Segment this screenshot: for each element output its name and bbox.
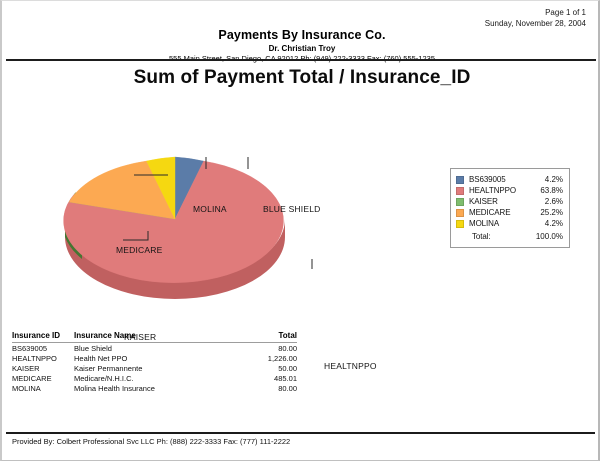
legend-row: KAISER 2.6% [456, 196, 563, 207]
footer-text: Provided By: Colbert Professional Svc LL… [12, 437, 291, 446]
leader-line-kaiser [123, 231, 149, 241]
legend-percent: 2.6% [544, 197, 563, 206]
cell-insurance-name: Kaiser Permannente [74, 364, 143, 373]
legend-total-percent: 100.0% [535, 232, 563, 241]
cell-insurance-id: MOLINA [12, 384, 41, 393]
legend-total-spacer [456, 233, 464, 241]
cell-insurance-name: Blue Shield [74, 344, 112, 353]
table-row: BS639005 Blue Shield 80.00 [12, 343, 297, 353]
cell-insurance-id: BS639005 [12, 344, 48, 353]
cell-total: 80.00 [278, 384, 297, 393]
cell-insurance-name: Medicare/N.H.I.C. [74, 374, 134, 383]
pie-label-medicare: MEDICARE [116, 245, 163, 255]
table-row: HEALTNPPO Health Net PPO 1,226.00 [12, 353, 297, 363]
company-header: Payments By Insurance Co. Dr. Christian … [2, 28, 598, 64]
cell-total: 50.00 [278, 364, 297, 373]
pie-label-molina: MOLINA [193, 204, 227, 214]
table-row: MEDICARE Medicare/N.H.I.C. 485.01 [12, 373, 297, 383]
pie-slice-molina [146, 156, 176, 220]
report-date: Sunday, November 28, 2004 [484, 19, 586, 28]
cell-insurance-name: Health Net PPO [74, 354, 128, 363]
legend-percent: 63.8% [540, 186, 563, 195]
chart-legend: BS639005 4.2% HEALTNPPO 63.8% KAISER 2.6… [450, 168, 570, 248]
cell-total: 485.01 [274, 374, 297, 383]
legend-row: MOLINA 4.2% [456, 218, 563, 229]
cell-total: 1,226.00 [267, 354, 297, 363]
pie-slices [63, 156, 284, 283]
table-header-row: Insurance ID Insurance Name Total [12, 331, 297, 343]
cell-insurance-id: HEALTNPPO [12, 354, 57, 363]
legend-total-row: Total: 100.0% [456, 231, 563, 242]
legend-percent: 4.2% [544, 219, 563, 228]
column-header-insurance-id: Insurance ID [12, 331, 74, 343]
pie-label-healtnppo: HEALTNPPO [324, 361, 377, 371]
legend-swatch-icon [456, 175, 464, 184]
company-address: 555 Main Street, San Diego, CA 92012 Ph:… [168, 54, 435, 63]
footer-divider [6, 432, 595, 434]
company-name: Payments By Insurance Co. [218, 28, 386, 42]
pie-chart-svg [63, 156, 313, 299]
legend-total-label: Total: [472, 232, 491, 241]
legend-percent: 25.2% [540, 208, 563, 217]
legend-label: MEDICARE [469, 208, 511, 217]
pie-slice-healtnppo [63, 160, 284, 283]
legend-label: HEALTNPPO [469, 186, 516, 195]
data-table: Insurance ID Insurance Name Total BS6390… [12, 331, 297, 393]
legend-row: HEALTNPPO 63.8% [456, 185, 563, 196]
column-header-total: Total [219, 331, 297, 343]
pie-chart: MOLINA BLUE SHIELD MEDICARE KAISER HEALT… [10, 99, 440, 371]
page-number: Page 1 of 1 [545, 8, 586, 17]
page-meta: Page 1 of 1 Sunday, November 28, 2004 [485, 7, 586, 29]
cell-insurance-id: KAISER [12, 364, 40, 373]
legend-swatch-icon [456, 208, 464, 217]
table-row: KAISER Kaiser Permannente 50.00 [12, 363, 297, 373]
legend-row: MEDICARE 25.2% [456, 207, 563, 218]
legend-row: BS639005 4.2% [456, 174, 563, 185]
legend-percent: 4.2% [544, 175, 563, 184]
legend-swatch-icon [456, 219, 464, 228]
legend-swatch-icon [456, 186, 464, 195]
pie-leader-lines [123, 157, 313, 269]
column-header-insurance-name: Insurance Name [74, 331, 219, 343]
cell-insurance-id: MEDICARE [12, 374, 52, 383]
header-divider [6, 59, 596, 61]
legend-swatch-icon [456, 197, 464, 206]
cell-insurance-name: Molina Health Insurance [74, 384, 155, 393]
legend-label: MOLINA [469, 219, 500, 228]
doctor-name: Dr. Christian Troy [268, 44, 336, 53]
pie-label-blue-shield: BLUE SHIELD [263, 204, 321, 214]
cell-total: 80.00 [278, 344, 297, 353]
page-title: Sum of Payment Total / Insurance_ID [133, 67, 471, 88]
legend-label: BS639005 [469, 175, 506, 184]
table-row: MOLINA Molina Health Insurance 80.00 [12, 383, 297, 393]
legend-label: KAISER [469, 197, 498, 206]
